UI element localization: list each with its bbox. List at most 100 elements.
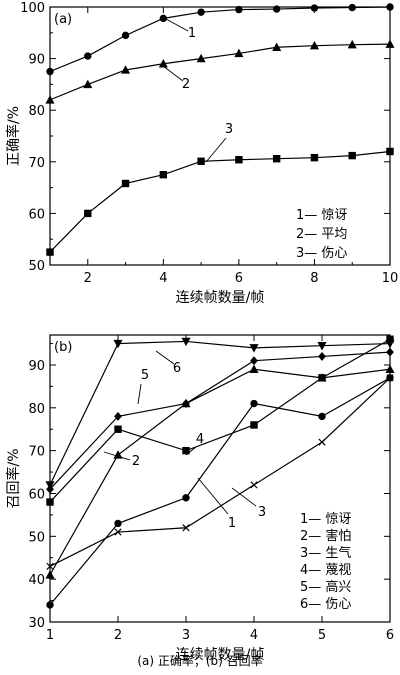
chart-panel-a: 2 4 6 8 10 50 60 70 80 90 100 连续帧数量/帧 正确率/% (a) 1 2 3 1— … — [5, 1, 398, 306]
series-number-label: 1 — [228, 516, 236, 531]
x-tick-label: 4 — [159, 271, 167, 286]
data-point-series-2 — [385, 364, 395, 373]
data-point-series-6 — [113, 339, 123, 349]
data-point-series-1 — [159, 14, 168, 23]
series-number-label: 6 — [173, 361, 181, 376]
x-tick-label: 2 — [84, 271, 92, 286]
y-axis-label: 正确率/% — [5, 106, 22, 166]
y-tick-label: 30 — [28, 616, 45, 631]
y-tick-label: 70 — [28, 445, 45, 460]
series-number-label: 4 — [196, 432, 204, 447]
data-point-series-2 — [83, 79, 93, 89]
data-point-series-3 — [318, 438, 326, 446]
y-axis-label: 召回率/% — [5, 448, 22, 508]
legend-entry: 5— 高兴 — [300, 579, 351, 595]
data-point-series-3 — [386, 374, 394, 382]
legend-entry: 4— 蔑视 — [300, 563, 351, 578]
series-label-leader — [185, 446, 197, 456]
panel-label: (b) — [54, 340, 72, 355]
y-tick-label: 70 — [28, 156, 45, 171]
series-number-label: 5 — [141, 368, 149, 383]
data-point-series-2 — [234, 48, 244, 58]
data-point-series-3 — [386, 147, 394, 156]
data-point-series-4 — [250, 421, 258, 429]
y-tick-label: 50 — [28, 259, 45, 274]
x-tick-label: 10 — [382, 271, 399, 286]
data-point-series-2 — [158, 59, 168, 68]
data-point-series-1 — [272, 5, 281, 13]
data-point-series-5 — [114, 411, 122, 421]
data-point-series-2 — [45, 570, 55, 579]
x-tick-label: 6 — [386, 628, 394, 643]
data-point-series-1 — [318, 412, 326, 421]
data-point-series-1 — [386, 3, 394, 11]
data-point-series-1 — [182, 494, 190, 502]
data-point-series-3 — [159, 171, 168, 179]
y-tick-label: 90 — [28, 53, 45, 68]
figure-caption: (a) 正确率；(b) 召回率 — [137, 654, 263, 668]
data-point-series-1 — [46, 601, 54, 609]
series-line-1 — [49, 377, 391, 606]
data-point-series-1 — [310, 4, 319, 12]
data-point-series-2 — [272, 42, 282, 51]
data-point-series-6 — [181, 337, 191, 347]
data-point-series-3 — [348, 151, 356, 160]
data-point-series-3 — [250, 481, 258, 489]
data-point-series-4 — [318, 374, 326, 382]
x-tick-label: 2 — [114, 628, 122, 643]
legend-entry: 6— 伤心 — [300, 597, 351, 612]
series-label-leader — [162, 65, 184, 82]
data-point-series-2 — [347, 39, 357, 49]
series-number-label: 2 — [182, 77, 190, 92]
series-label-leader — [103, 451, 131, 461]
data-point-series-3 — [197, 157, 205, 165]
x-axis-label: 连续帧数量/帧 — [176, 646, 265, 663]
chart-panel-b: 1 2 3 4 5 6 30 40 50 60 70 80 90 连续帧数量/帧 召回率/% (b) 1 2 3 4 5… — [5, 334, 395, 663]
series-line-1 — [49, 6, 391, 73]
y-tick-label: 40 — [28, 573, 45, 588]
y-tick-label: 100 — [20, 1, 45, 16]
series-number-label: 3 — [258, 505, 266, 520]
data-point-series-6 — [385, 339, 395, 349]
data-point-series-1 — [84, 52, 92, 60]
legend-entry: 3— 生气 — [300, 545, 351, 561]
data-point-series-5 — [250, 356, 258, 366]
series-label-leader — [165, 18, 189, 32]
data-point-series-5 — [318, 351, 326, 361]
series-line-2 — [49, 43, 391, 101]
x-tick-label: 4 — [250, 628, 258, 643]
series-line-2 — [49, 368, 391, 576]
x-tick-label: 8 — [310, 271, 318, 286]
y-tick-label: 60 — [28, 487, 45, 502]
data-point-series-1 — [348, 3, 356, 12]
y-tick-label: 80 — [28, 104, 45, 119]
data-point-series-2 — [309, 40, 319, 50]
series-number-label: 3 — [225, 122, 233, 137]
data-point-series-3 — [235, 156, 243, 164]
series-line-5 — [49, 351, 391, 490]
series-label-leader — [231, 487, 257, 507]
data-point-series-3 — [272, 155, 281, 163]
series-number-label: 1 — [188, 26, 196, 41]
data-point-series-6 — [45, 481, 55, 490]
series-label-leader — [205, 137, 227, 163]
series-label-leader — [197, 477, 229, 515]
legend-entry: 1— 惊讶 — [296, 208, 347, 223]
x-tick-label: 1 — [46, 628, 54, 643]
y-tick-label: 90 — [28, 359, 45, 374]
data-point-series-4 — [114, 425, 122, 433]
data-point-series-2 — [45, 95, 55, 104]
data-point-series-3 — [310, 153, 319, 162]
series-line-6 — [49, 340, 391, 486]
data-point-series-2 — [121, 65, 131, 74]
data-point-series-2 — [249, 364, 259, 373]
x-tick-label: 6 — [235, 271, 243, 286]
data-point-series-4 — [182, 446, 190, 455]
series-line-3 — [49, 377, 391, 567]
y-tick-label: 50 — [28, 530, 45, 545]
x-axis-label: 连续帧数量/帧 — [176, 289, 265, 306]
data-point-series-3 — [46, 248, 54, 256]
series-line-3 — [49, 150, 391, 253]
y-tick-label: 80 — [28, 402, 45, 417]
